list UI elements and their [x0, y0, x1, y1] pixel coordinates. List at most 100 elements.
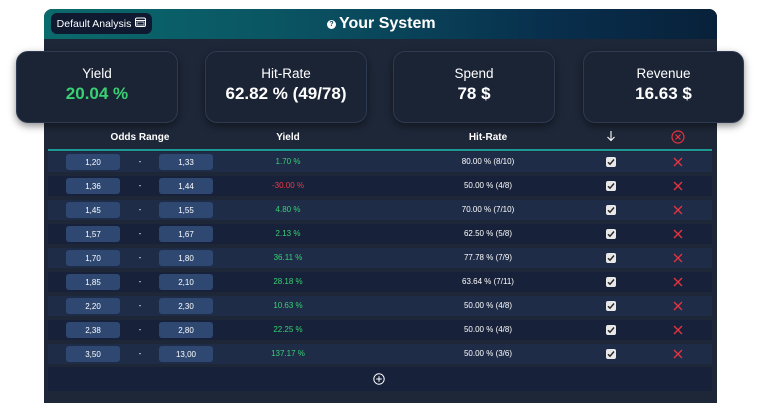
row-hit-rate: 50.00 % (3/6) [463, 349, 513, 358]
row-checkbox[interactable] [606, 205, 616, 215]
check-icon [607, 207, 615, 214]
odds-to-input[interactable]: 2,10 [159, 274, 213, 290]
odds-from-input[interactable]: 1,70 [66, 250, 120, 266]
table-row: 1,57 - 1,67 2.13 % 62.50 % (5/8) [48, 224, 712, 244]
odds-to-input[interactable]: 1,67 [159, 226, 213, 242]
delete-row-icon[interactable] [672, 156, 684, 168]
range-separator: - [138, 253, 142, 262]
range-separator: - [138, 229, 142, 238]
row-yield: 2.13 % [275, 229, 301, 238]
odds-from-input[interactable]: 1,45 [66, 202, 120, 218]
check-icon [607, 303, 615, 310]
check-icon [607, 327, 615, 334]
revenue-card: Revenue 16.63 $ [583, 51, 744, 123]
row-hit-rate: 50.00 % (4/8) [463, 325, 513, 334]
row-yield: -30.00 % [271, 181, 305, 190]
odds-to-input[interactable]: 1,55 [159, 202, 213, 218]
page-title: ? Your System [327, 13, 436, 35]
header-bar [44, 9, 717, 39]
odds-to-input[interactable]: 1,44 [159, 178, 213, 194]
row-hit-rate: 63.64 % (7/11) [462, 277, 514, 286]
row-yield: 1.70 % [275, 157, 301, 166]
analysis-label: Default Analysis [56, 17, 132, 30]
odds-to-input[interactable]: 1,80 [159, 250, 213, 266]
table-header: Odds Range Yield Hit-Rate [48, 128, 712, 148]
row-yield: 4.80 % [275, 205, 301, 214]
hit-rate-card-label: Hit-Rate [261, 66, 311, 81]
hit-rate-card-value: 62.82 % (49/78) [225, 84, 347, 103]
revenue-card-label: Revenue [636, 66, 691, 81]
header-divider [48, 149, 712, 151]
row-hit-rate: 70.00 % (7/10) [461, 205, 515, 214]
odds-to-input[interactable]: 1,33 [159, 154, 213, 170]
row-hit-rate: 62.50 % (5/8) [463, 229, 513, 238]
check-icon [607, 159, 615, 166]
row-checkbox[interactable] [606, 157, 616, 167]
table-row: 1,36 - 1,44 -30.00 % 50.00 % (4/8) [48, 176, 712, 196]
row-checkbox[interactable] [606, 253, 616, 263]
row-checkbox[interactable] [606, 301, 616, 311]
range-separator: - [138, 277, 142, 286]
row-yield: 137.17 % [271, 349, 305, 358]
row-checkbox[interactable] [606, 325, 616, 335]
check-icon [607, 231, 615, 238]
row-checkbox[interactable] [606, 277, 616, 287]
table-row: 2,20 - 2,30 10.63 % 50.00 % (4/8) [48, 296, 712, 316]
range-separator: - [138, 301, 142, 310]
odds-from-input[interactable]: 1,85 [66, 274, 120, 290]
check-icon [607, 183, 615, 190]
odds-from-input[interactable]: 1,36 [66, 178, 120, 194]
delete-row-icon[interactable] [672, 228, 684, 240]
range-separator: - [138, 157, 142, 166]
range-separator: - [138, 181, 142, 190]
row-yield: 28.18 % [273, 277, 303, 286]
table-row: 3,50 - 13,00 137.17 % 50.00 % (3/6) [48, 344, 712, 364]
yield-header[interactable]: Yield [276, 132, 300, 143]
row-yield: 22.25 % [273, 325, 303, 334]
arrow-down-icon[interactable] [606, 130, 616, 145]
row-checkbox[interactable] [606, 349, 616, 359]
check-icon [607, 351, 615, 358]
odds-from-input[interactable]: 2,20 [66, 298, 120, 314]
odds-from-input[interactable]: 3,50 [66, 346, 120, 362]
table-row: 2,38 - 2,80 22.25 % 50.00 % (4/8) [48, 320, 712, 340]
revenue-card-value: 16.63 $ [635, 84, 692, 103]
delete-row-icon[interactable] [672, 348, 684, 360]
delete-row-icon[interactable] [672, 324, 684, 336]
odds-from-input[interactable]: 1,20 [66, 154, 120, 170]
row-checkbox[interactable] [606, 229, 616, 239]
table-row: 1,20 - 1,33 1.70 % 80.00 % (8/10) [48, 152, 712, 172]
delete-row-icon[interactable] [672, 300, 684, 312]
calendar-icon [135, 17, 147, 30]
row-hit-rate: 50.00 % (4/8) [463, 301, 513, 310]
yield-card: Yield 20.04 % [16, 51, 178, 123]
yield-card-label: Yield [82, 66, 112, 81]
odds-to-input[interactable]: 13,00 [159, 346, 213, 362]
page-title-text: Your System [339, 15, 436, 32]
row-yield: 36.11 % [273, 253, 303, 262]
odds-from-input[interactable]: 1,57 [66, 226, 120, 242]
delete-row-icon[interactable] [672, 252, 684, 264]
odds-to-input[interactable]: 2,30 [159, 298, 213, 314]
hit-rate-header[interactable]: Hit-Rate [468, 132, 508, 143]
plus-circle-icon[interactable] [373, 372, 385, 385]
delete-row-icon[interactable] [672, 204, 684, 216]
spend-card-value: 78 $ [457, 84, 491, 103]
odds-to-input[interactable]: 2,80 [159, 322, 213, 338]
check-icon [607, 279, 615, 286]
spend-card: Spend 78 $ [393, 51, 555, 123]
range-separator: - [138, 325, 142, 334]
row-hit-rate: 50.00 % (4/8) [463, 181, 513, 190]
row-checkbox[interactable] [606, 181, 616, 191]
table-row: 1,85 - 2,10 28.18 % 63.64 % (7/11) [48, 272, 712, 292]
hit-rate-card: Hit-Rate 62.82 % (49/78) [205, 51, 367, 123]
odds-from-input[interactable]: 2,38 [66, 322, 120, 338]
delete-row-icon[interactable] [672, 276, 684, 288]
row-hit-rate: 80.00 % (8/10) [461, 157, 515, 166]
question-icon[interactable]: ? [327, 19, 336, 29]
check-icon [607, 255, 615, 262]
delete-row-icon[interactable] [672, 180, 684, 192]
default-analysis-button[interactable]: Default Analysis [51, 13, 152, 34]
range-separator: - [138, 205, 142, 214]
circle-x-icon[interactable] [671, 130, 685, 147]
